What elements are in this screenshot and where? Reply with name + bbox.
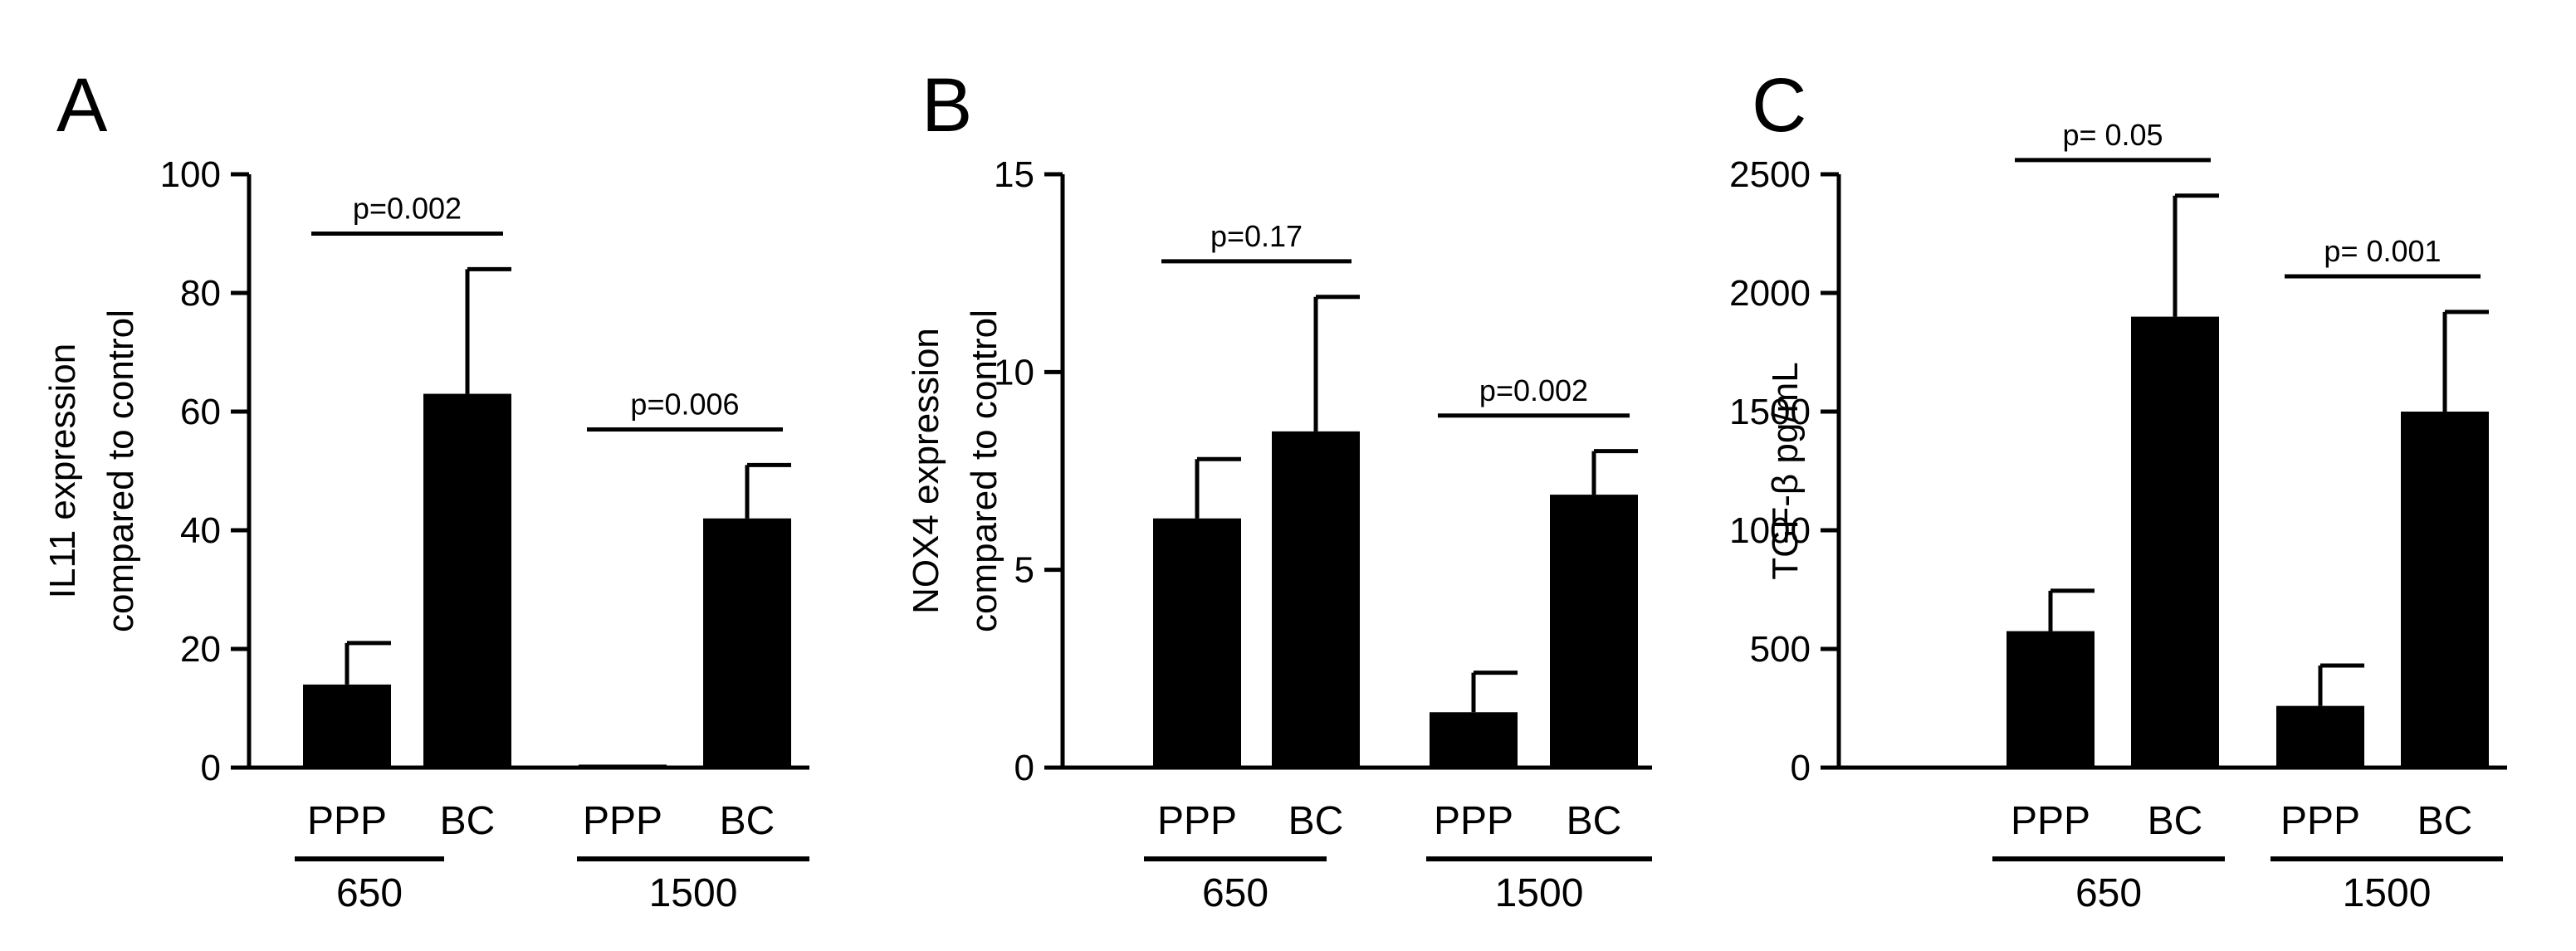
category-label: BC <box>2417 799 2473 843</box>
bar <box>1550 495 1638 768</box>
category-label: PPP <box>2280 799 2360 843</box>
p-value-label: p= 0.001 <box>2324 234 2441 268</box>
y-axis-label: compared to control <box>964 310 1004 632</box>
bar <box>579 764 667 768</box>
group-label: 650 <box>336 871 403 915</box>
y-tick-label: 2000 <box>1729 273 1811 314</box>
panel-letter: C <box>1752 63 1806 148</box>
bar <box>2007 631 2095 768</box>
category-label: PPP <box>307 799 387 843</box>
panel-letter: A <box>56 63 108 148</box>
chart-panel-c: C 0 500 1000 1500 2000 2500 TGF-β pg/mL PPP BC PPP… <box>1729 63 2507 915</box>
y-axis-label: TGF-β pg/mL <box>1765 362 1806 579</box>
y-tick-label: 2500 <box>1729 154 1811 195</box>
group-label: 1500 <box>649 871 738 915</box>
group-label: 650 <box>1202 871 1268 915</box>
category-label: PPP <box>1434 799 1513 843</box>
bar <box>703 518 791 768</box>
category-label: PPP <box>583 799 662 843</box>
bar <box>1272 431 1360 768</box>
y-tick-label: 10 <box>994 352 1034 393</box>
bar <box>303 684 391 768</box>
p-value-label: p=0.002 <box>1479 373 1588 407</box>
y-tick-label: 1000 <box>1729 510 1811 551</box>
y-tick-label: 40 <box>180 510 221 551</box>
p-value-label: p=0.17 <box>1210 219 1303 253</box>
y-tick-label: 0 <box>1014 748 1034 788</box>
p-value-label: p= 0.05 <box>2062 118 2163 152</box>
category-label: BC <box>720 799 775 843</box>
bar <box>423 393 511 768</box>
chart-panel-b: B 0 5 10 15 NOX4 expression compared to contro… <box>906 63 1652 915</box>
bar <box>2276 705 2364 768</box>
y-tick-label: 80 <box>180 273 221 314</box>
category-label: PPP <box>2011 799 2090 843</box>
group-label: 1500 <box>1495 871 1584 915</box>
panel-letter: B <box>921 63 972 148</box>
category-label: PPP <box>1157 799 1237 843</box>
category-label: BC <box>2148 799 2203 843</box>
group-label: 650 <box>2075 871 2142 915</box>
group-label: 1500 <box>2343 871 2432 915</box>
bar <box>2401 412 2489 768</box>
y-tick-label: 100 <box>160 154 221 195</box>
y-tick-label: 1500 <box>1729 392 1811 432</box>
chart-panel-a: A 0 20 40 60 80 100 IL11 expression compared to … <box>42 63 809 915</box>
p-value-label: p=0.006 <box>630 387 739 421</box>
bar <box>2131 316 2219 768</box>
y-tick-label: 0 <box>1791 748 1811 788</box>
category-label: BC <box>440 799 496 843</box>
y-axis-label: compared to control <box>100 310 141 632</box>
p-value-label: p=0.002 <box>353 192 462 226</box>
y-tick-label: 15 <box>994 154 1034 195</box>
y-axis-label: NOX4 expression <box>906 328 946 614</box>
category-label: BC <box>1288 799 1344 843</box>
y-tick-label: 5 <box>1014 550 1034 591</box>
y-tick-label: 60 <box>180 392 221 432</box>
y-axis-label: IL11 expression <box>42 344 83 598</box>
y-tick-label: 500 <box>1750 629 1811 670</box>
category-label: BC <box>1567 799 1622 843</box>
y-tick-label: 0 <box>201 748 221 788</box>
y-tick-label: 20 <box>180 629 221 670</box>
bar <box>1430 712 1518 768</box>
bar <box>1153 518 1241 768</box>
